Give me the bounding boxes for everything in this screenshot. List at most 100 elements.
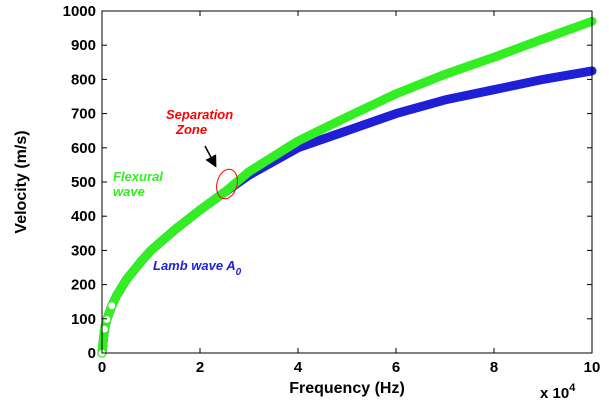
x-tick-label: 2: [196, 359, 204, 376]
data-point: [281, 144, 290, 153]
data-point: [413, 80, 423, 90]
data-point: [494, 51, 504, 60]
data-point: [428, 99, 437, 108]
data-point: [421, 77, 430, 87]
data-point: [516, 79, 526, 89]
x-multiplier-exp: 4: [569, 382, 576, 394]
data-point: [119, 279, 129, 288]
separation-zone-ellipse: [216, 168, 238, 200]
data-point: [377, 96, 386, 105]
separation-label-line1: Separation: [166, 107, 233, 122]
data-point-hollow: [102, 314, 112, 325]
separation-label-line2: Zone: [175, 122, 207, 137]
lamb-label-main: Lamb wave A: [153, 258, 236, 273]
data-point: [259, 158, 268, 167]
data-point: [546, 73, 555, 83]
data-point: [105, 308, 114, 317]
data-point: [406, 83, 415, 93]
data-point: [487, 53, 496, 63]
data-point: [288, 139, 298, 149]
y-axis-label: Velocity (m/s): [13, 130, 30, 233]
data-point: [362, 119, 371, 129]
plot-area: [102, 11, 592, 353]
x-tick-label: 4: [294, 359, 303, 376]
data-point: [244, 167, 254, 176]
data-point: [156, 237, 165, 247]
series-label-lamb: Lamb wave A0: [153, 258, 242, 278]
y-tick-label: 700: [71, 106, 96, 123]
data-point: [413, 103, 423, 112]
data-point: [222, 186, 232, 195]
x-tick-label: 6: [392, 359, 400, 376]
data-point: [186, 213, 195, 222]
separation-arrow: [204, 145, 217, 168]
y-tick-label: 100: [71, 311, 96, 328]
y-tick-label: 800: [71, 71, 96, 88]
data-point: [347, 110, 357, 119]
data-point: [325, 121, 335, 130]
data-point: [384, 112, 393, 121]
x-tick-label: 0: [98, 359, 106, 376]
data-point: [266, 153, 276, 163]
data-point: [546, 32, 555, 41]
flexural-label-line1: Flexural: [113, 169, 163, 184]
lamb-label-sub: 0: [236, 267, 242, 278]
data-point: [274, 149, 283, 158]
data-point: [406, 105, 415, 114]
data-point: [560, 71, 570, 80]
data-point: [524, 78, 533, 87]
data-point: [200, 202, 210, 211]
data-point: [502, 82, 511, 92]
data-point: [443, 95, 452, 104]
data-point: [487, 86, 496, 95]
data-point: [443, 69, 452, 78]
data-point: [391, 109, 401, 118]
annotation-separation-zone: Separation Zone: [166, 107, 237, 137]
data-point: [575, 68, 584, 78]
data-point: [340, 127, 349, 136]
data-point: [384, 93, 393, 102]
data-point: [208, 197, 217, 206]
data-point: [531, 76, 540, 86]
data-point: [531, 37, 540, 46]
data-point: [318, 124, 327, 134]
y-tick-label: 900: [71, 37, 96, 54]
data-point: [509, 45, 518, 55]
x-multiplier-base: x 10: [540, 385, 569, 402]
data-point: [369, 100, 379, 109]
y-tick-label: 400: [71, 208, 96, 225]
data-point: [472, 89, 482, 98]
series-label-flexural: Flexural wave: [113, 169, 166, 199]
data-point: [399, 107, 408, 116]
flexural-label-line2: wave: [113, 184, 145, 199]
data-point: [362, 103, 371, 112]
data-point: [310, 137, 320, 146]
data-point: [560, 26, 570, 36]
data-point: [164, 231, 173, 240]
data-point: [457, 64, 467, 73]
data-point: [252, 162, 261, 172]
data-point: [524, 40, 533, 49]
data-point: [575, 21, 584, 30]
data-point: [310, 128, 320, 137]
data-point: [296, 135, 305, 144]
data-point: [538, 34, 548, 44]
data-point: [134, 260, 143, 269]
data-point: [421, 101, 430, 110]
data-point: [303, 140, 312, 149]
data-point: [428, 74, 437, 84]
data-point: [112, 291, 121, 300]
data-point: [377, 114, 386, 123]
data-point: [178, 219, 188, 228]
data-point: [171, 225, 180, 234]
data-point-hollow: [107, 301, 117, 311]
data-point: [450, 93, 459, 103]
x-axis-label: Frequency (Hz): [289, 380, 405, 397]
data-point: [333, 129, 342, 139]
data-point: [391, 89, 401, 99]
x-tick-label: 8: [490, 359, 498, 376]
y-tick-label: 500: [71, 174, 96, 191]
data-point: [347, 124, 357, 134]
data-point: [516, 43, 526, 52]
